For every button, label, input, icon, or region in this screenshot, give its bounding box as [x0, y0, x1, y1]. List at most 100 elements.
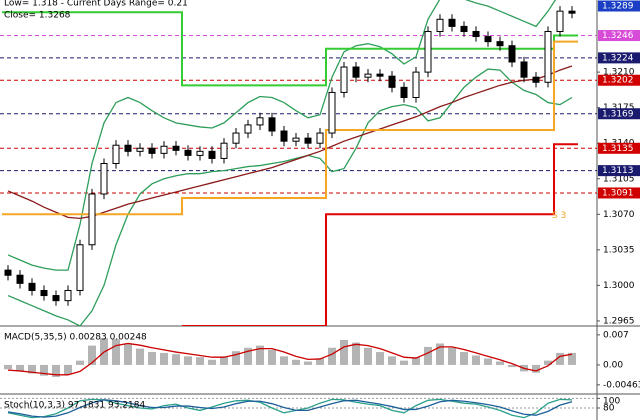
macd-bar — [64, 364, 72, 375]
candle-body — [460, 25, 468, 32]
macd-bar — [244, 347, 252, 365]
level-label: 1.3246 — [602, 31, 634, 41]
stoch-panel — [0, 397, 597, 419]
level-label: 1.3224 — [602, 53, 634, 63]
candle-body — [292, 137, 300, 142]
macd-bar — [292, 359, 300, 365]
pivot-label: S 3 — [552, 211, 566, 221]
candle-body — [496, 41, 504, 47]
macd-bar — [196, 357, 204, 365]
macd-bar — [376, 352, 384, 365]
candle-body — [472, 30, 480, 38]
candle-body — [568, 10, 576, 14]
y-tick-label: 100 — [603, 397, 620, 407]
macd-bar — [448, 347, 456, 365]
y-tick-label: 1.3000 — [603, 281, 635, 291]
candle-body — [388, 75, 396, 88]
y-tick-label: 1.3035 — [603, 245, 635, 255]
macd-bar — [52, 364, 60, 377]
macd-bar — [220, 356, 228, 365]
macd-bar — [412, 357, 420, 365]
level-label-box — [598, 52, 640, 64]
macd-bar — [208, 359, 216, 365]
candle-body — [340, 66, 348, 93]
candle-body — [76, 244, 84, 291]
macd-bar — [256, 345, 264, 365]
candle-body — [424, 30, 432, 73]
indicator-line — [7, 68, 573, 326]
candle-body — [196, 150, 204, 156]
candle-body — [28, 282, 36, 291]
macd-bar — [472, 355, 480, 365]
candle-body — [52, 295, 60, 302]
level-label-box — [598, 0, 640, 12]
candle-body — [4, 269, 12, 276]
indicator-line — [7, 0, 557, 271]
macd-bar — [364, 347, 372, 365]
level-label: 1.3169 — [602, 109, 634, 119]
level-label: 1.3091 — [602, 188, 634, 198]
pivot-step-line — [2, 40, 578, 216]
macd-bar — [568, 352, 576, 365]
level-label-box — [598, 142, 640, 154]
macd-panel — [4, 338, 576, 377]
indicator-line — [7, 65, 573, 220]
macd-bar — [436, 343, 444, 365]
indicator-line — [7, 399, 573, 418]
candle-body — [160, 145, 168, 154]
y-tick-label: 80 — [603, 404, 615, 414]
candle-body — [412, 71, 420, 98]
macd-bar — [76, 360, 84, 365]
level-label: 1.3289 — [602, 2, 634, 12]
macd-bar — [172, 354, 180, 365]
y-tick-label: 0.007 — [603, 330, 629, 340]
macd-bar — [508, 364, 516, 368]
level-label: 1.3202 — [602, 76, 634, 86]
candle-body — [40, 289, 48, 297]
candle-body — [544, 30, 552, 83]
candle-body — [244, 124, 252, 134]
candle-body — [484, 36, 492, 43]
candle-body — [520, 61, 528, 78]
candle-body — [280, 130, 288, 142]
panel-title: MACD(5,35,5) 0.00283 0.00248 — [4, 333, 147, 343]
macd-bar — [160, 352, 168, 365]
macd-bar — [532, 364, 540, 373]
level-label: 1.3135 — [602, 144, 634, 154]
candle-body — [16, 274, 24, 284]
candle-body — [268, 117, 276, 132]
macd-bar — [136, 348, 144, 365]
macd-bar — [112, 339, 120, 365]
y-tick-label: 1.3210 — [603, 68, 635, 78]
candle-body — [352, 66, 360, 78]
macd-bar — [304, 361, 312, 365]
macd-bar — [460, 352, 468, 365]
level-label-box — [598, 187, 640, 199]
candle-body — [64, 289, 72, 302]
pivot-step-line — [2, 11, 578, 87]
candle-body — [100, 163, 108, 195]
candle-body — [304, 137, 312, 144]
candle-body — [124, 144, 132, 152]
macd-bar — [232, 351, 240, 365]
y-tick-label: 1.3070 — [603, 210, 635, 220]
macd-bar — [4, 364, 12, 370]
candle-body — [532, 76, 540, 83]
main-panel — [0, 0, 597, 326]
macd-bar — [28, 364, 36, 374]
y-tick-label: -0.00463 — [603, 380, 640, 390]
macd-bar — [184, 356, 192, 365]
macd-bar — [352, 342, 360, 365]
candle-body — [184, 149, 192, 156]
macd-bar — [40, 364, 48, 376]
macd-bar — [88, 345, 96, 365]
level-label: 1.3113 — [602, 166, 634, 176]
candle-body — [220, 142, 228, 159]
candle-body — [328, 91, 336, 134]
macd-bar — [148, 352, 156, 365]
macd-bar — [340, 340, 348, 365]
macd-bar — [424, 346, 432, 365]
candle-body — [436, 18, 444, 32]
